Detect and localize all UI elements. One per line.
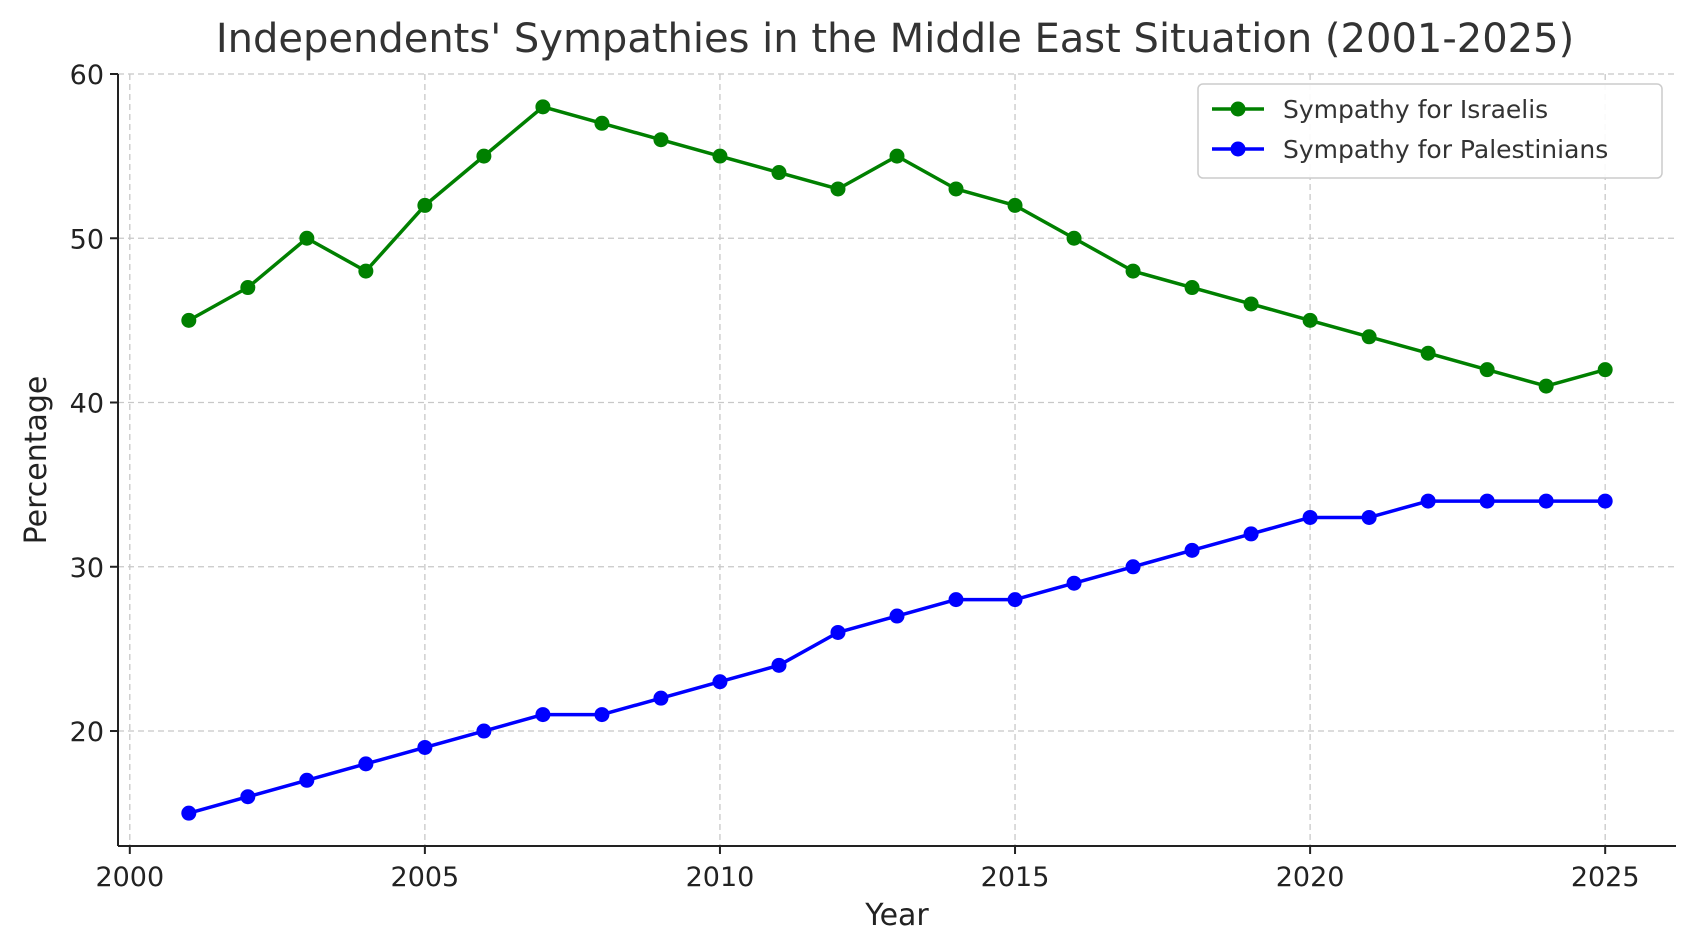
y-tick-label: 40	[70, 389, 104, 420]
y-axis-label: Percentage	[19, 376, 54, 545]
data-point	[417, 197, 433, 213]
series-palestinians	[181, 493, 1613, 821]
data-point	[1479, 362, 1495, 378]
data-point	[1479, 493, 1495, 509]
data-point	[417, 739, 433, 755]
data-point	[358, 756, 374, 772]
data-point	[1597, 362, 1613, 378]
legend-entry: Sympathy for Palestinians	[1212, 135, 1608, 164]
data-point	[1302, 312, 1318, 328]
legend-items: Sympathy for Israelis Sympathy for Palest…	[1212, 95, 1608, 164]
data-point	[476, 148, 492, 164]
legend-entry: Sympathy for Israelis	[1212, 95, 1548, 124]
x-tick-label: 2005	[391, 862, 460, 893]
data-point	[889, 148, 905, 164]
data-point	[1538, 493, 1554, 509]
data-point	[240, 789, 256, 805]
chart-title: Independents' Sympathies in the Middle E…	[216, 16, 1574, 62]
y-tick-label: 30	[70, 553, 104, 584]
legend-swatch-marker	[1230, 101, 1246, 117]
data-point	[476, 723, 492, 739]
data-point	[1597, 493, 1613, 509]
data-point	[299, 772, 315, 788]
x-tick-label: 2000	[95, 862, 164, 893]
data-point	[299, 230, 315, 246]
data-point	[1420, 493, 1436, 509]
data-point	[948, 592, 964, 608]
data-point	[1125, 559, 1141, 575]
data-point	[1007, 197, 1023, 213]
data-point	[535, 707, 551, 723]
legend: Sympathy for Israelis Sympathy for Palest…	[1197, 83, 1663, 179]
data-point	[1007, 592, 1023, 608]
y-tick-label: 50	[70, 224, 104, 255]
x-tick-label: 2010	[686, 862, 755, 893]
data-point	[653, 690, 669, 706]
x-tick-label: 2025	[1571, 862, 1640, 893]
axes	[117, 74, 1676, 847]
data-point	[1066, 575, 1082, 591]
data-point	[1184, 280, 1200, 296]
data-point	[771, 657, 787, 673]
data-point	[1243, 296, 1259, 312]
legend-frame	[1197, 83, 1663, 179]
legend-swatch-marker	[1230, 141, 1246, 157]
data-point	[653, 132, 669, 148]
data-point	[1538, 378, 1554, 394]
data-point	[1184, 542, 1200, 558]
data-point	[181, 312, 197, 328]
data-point	[1361, 329, 1377, 345]
data-point	[830, 181, 846, 197]
data-point	[1361, 509, 1377, 525]
data-point	[1420, 345, 1436, 361]
x-axis-label: Year	[864, 898, 929, 933]
series-layer	[181, 99, 1613, 821]
data-point	[358, 263, 374, 279]
x-tick-label: 2015	[981, 862, 1050, 893]
x-tick-label: 2020	[1276, 862, 1345, 893]
data-point	[181, 805, 197, 821]
data-point	[594, 115, 610, 131]
grid	[118, 73, 1676, 846]
series-line	[188, 499, 1606, 815]
data-point	[712, 148, 728, 164]
data-point	[889, 608, 905, 624]
legend-label: Sympathy for Israelis	[1283, 95, 1548, 124]
data-point	[535, 99, 551, 115]
data-point	[1302, 509, 1318, 525]
data-point	[948, 181, 964, 197]
data-point	[1243, 526, 1259, 542]
series-israelis	[181, 99, 1613, 394]
data-point	[771, 165, 787, 181]
data-point	[594, 707, 610, 723]
data-point	[712, 674, 728, 690]
legend-label: Sympathy for Palestinians	[1283, 135, 1608, 164]
data-point	[1125, 263, 1141, 279]
data-point	[830, 624, 846, 640]
y-tick-label: 20	[70, 717, 104, 748]
data-point	[1066, 230, 1082, 246]
y-tick-label: 60	[70, 60, 104, 91]
data-point	[240, 280, 256, 296]
